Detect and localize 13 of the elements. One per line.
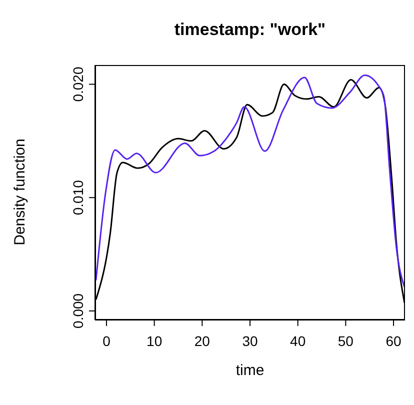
y-axis-title: Density function xyxy=(12,138,28,246)
y-tick-label: 0.000 xyxy=(70,293,86,328)
y-tick-label: 0.010 xyxy=(70,180,86,216)
x-axis-title: time xyxy=(234,362,266,379)
y-tick-label: 0.020 xyxy=(70,66,86,102)
x-tick-label: 30 xyxy=(242,332,258,349)
x-tick-label: 50 xyxy=(338,332,354,349)
x-tick-label: 0 xyxy=(102,332,111,349)
x-tick-label: 40 xyxy=(290,332,306,349)
x-tick-label: 20 xyxy=(194,332,210,349)
chart-title: timestamp: "work" xyxy=(173,20,327,40)
x-tick-label: 60 xyxy=(386,332,402,349)
x-tick-label: 10 xyxy=(146,332,162,349)
